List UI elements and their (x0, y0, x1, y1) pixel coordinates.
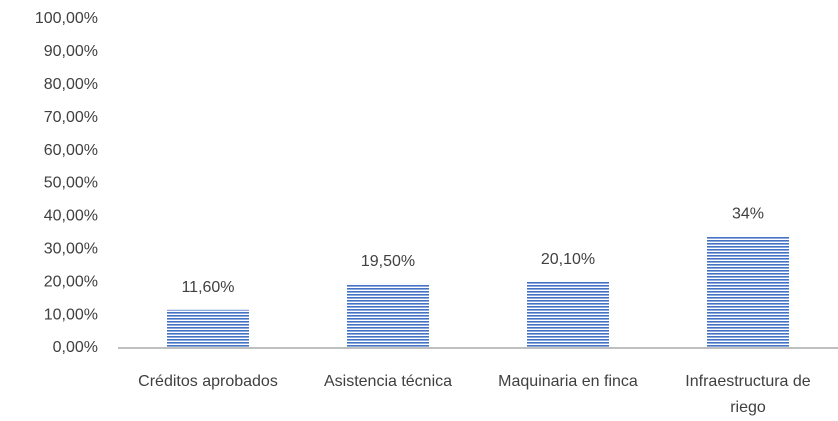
x-tick-label: Maquinaria en finca (498, 373, 638, 390)
bar (707, 236, 789, 348)
bar (527, 281, 609, 348)
x-tick-label: Infraestructura de riego (685, 373, 811, 416)
value-label: 34% (732, 205, 764, 222)
bar (167, 309, 249, 348)
value-label: 20,10% (541, 251, 595, 268)
bar (347, 283, 429, 348)
y-tick-label: 40,00% (44, 208, 98, 225)
value-label: 11,60% (181, 279, 234, 296)
y-tick-label: 90,00% (44, 43, 98, 60)
y-tick-label: 80,00% (44, 76, 98, 93)
x-tick-label: Créditos aprobados (138, 373, 278, 390)
y-tick-label: 10,00% (44, 306, 98, 323)
y-tick-label: 0,00% (53, 339, 98, 356)
y-tick-label: 50,00% (44, 175, 98, 192)
y-tick-label: 30,00% (44, 241, 98, 258)
y-tick-label: 20,00% (44, 273, 98, 290)
y-tick-label: 100,00% (35, 10, 98, 27)
y-tick-label: 60,00% (44, 142, 98, 159)
y-tick-label: 70,00% (44, 109, 98, 126)
x-tick-label: Asistencia técnica (323, 373, 453, 390)
value-label: 19,50% (361, 253, 415, 270)
